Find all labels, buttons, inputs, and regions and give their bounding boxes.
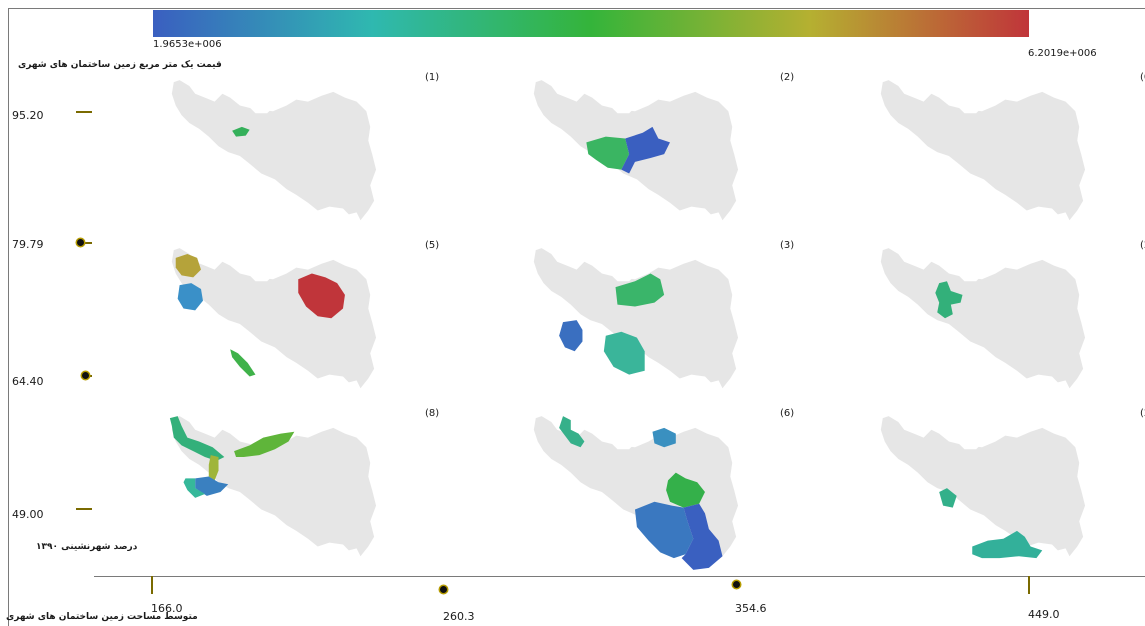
y-axis-title: درصد شهرنشینی ۱۳۹۰ xyxy=(36,542,138,552)
map-panel-5 xyxy=(533,248,739,389)
map-panel-6 xyxy=(880,248,1086,389)
y-tick-label: 64.40 xyxy=(12,375,44,388)
region-shape xyxy=(559,320,583,352)
region-shape xyxy=(169,416,225,461)
panel-label: (2 xyxy=(1140,240,1145,251)
region-shape xyxy=(559,416,585,448)
region-shape xyxy=(230,349,256,377)
region-shape xyxy=(652,427,676,448)
map-panel-9 xyxy=(880,416,1086,559)
color-scale-bar xyxy=(153,10,1029,37)
region-shape xyxy=(615,273,665,307)
country-outline xyxy=(171,416,377,557)
region-shape xyxy=(183,478,205,498)
map-panel-2 xyxy=(533,80,739,221)
map-panel-1 xyxy=(171,80,377,221)
region-shape xyxy=(935,281,963,319)
color-scale-min-label: 1.9653e+006 xyxy=(153,39,222,50)
caspian-sea xyxy=(609,103,637,114)
region-shape xyxy=(681,503,723,570)
x-axis-marker-dot xyxy=(733,581,740,588)
region-shape xyxy=(208,455,219,481)
panel-label: (2) xyxy=(780,72,795,83)
map-panel-8 xyxy=(533,416,739,570)
color-scale-max-label: 6.2019e+006 xyxy=(1028,48,1097,59)
x-axis-title: متوسط مساحت زمین ساختمان های شهری xyxy=(6,612,198,622)
x-axis-marker-dot xyxy=(440,586,447,593)
region-shape xyxy=(298,273,345,319)
panel-label: (1) xyxy=(425,72,440,83)
map-panel-3 xyxy=(880,80,1086,221)
region-shape xyxy=(586,136,630,170)
country-outline xyxy=(880,416,1086,557)
x-tick-label: 260.3 xyxy=(443,610,475,623)
map-panel-4 xyxy=(171,248,377,389)
region-shape xyxy=(234,431,295,458)
region-shape xyxy=(232,126,250,137)
y-tick-mark xyxy=(76,242,92,244)
x-tick-label: 166.0 xyxy=(151,602,183,615)
region-shape xyxy=(634,501,694,559)
caspian-sea xyxy=(956,103,984,114)
y-axis-marker-dot xyxy=(82,372,89,379)
panel-label: (5) xyxy=(425,240,440,251)
panel-label: (0 xyxy=(1140,72,1145,83)
panel-label: (8) xyxy=(425,408,440,419)
x-tick-label: 449.0 xyxy=(1028,608,1060,621)
map-panel-7 xyxy=(169,416,377,557)
country-outline xyxy=(533,248,739,389)
frame-top-line xyxy=(8,8,1145,9)
x-axis-line xyxy=(94,576,1145,577)
country-outline xyxy=(880,80,1086,221)
country-outline xyxy=(171,248,377,389)
region-shape xyxy=(972,530,1043,559)
caspian-sea xyxy=(609,271,637,282)
y-tick-label: 95.20 xyxy=(12,109,44,122)
caspian-sea xyxy=(956,271,984,282)
y-axis-marker-dot xyxy=(77,239,84,246)
region-shape xyxy=(175,254,202,278)
region-shape xyxy=(621,126,670,174)
region-shape xyxy=(177,283,203,311)
x-tick-mark xyxy=(1028,576,1030,594)
country-outline xyxy=(880,248,1086,389)
panel-label: (3) xyxy=(780,240,795,251)
y-tick-label: 79.79 xyxy=(12,238,44,251)
panel-label: (2 xyxy=(1140,408,1145,419)
y-tick-mark xyxy=(76,508,92,510)
y-tick-label: 49.00 xyxy=(12,508,44,521)
caspian-sea xyxy=(956,439,984,450)
x-tick-label: 354.6 xyxy=(735,602,767,615)
region-shape xyxy=(195,476,229,496)
region-shape xyxy=(603,331,645,375)
caspian-sea xyxy=(609,439,637,450)
panel-label: (6) xyxy=(780,408,795,419)
frame-left-line xyxy=(8,8,9,626)
y-tick-mark xyxy=(76,111,92,113)
country-outline xyxy=(171,80,377,221)
caspian-sea xyxy=(247,271,275,282)
x-tick-mark xyxy=(151,576,153,594)
region-shape xyxy=(939,488,957,508)
caspian-sea xyxy=(247,103,275,114)
region-shape xyxy=(666,472,705,508)
color-scale-title: قیمت یک متر مربع زمین ساختمان های شهری xyxy=(18,60,222,70)
